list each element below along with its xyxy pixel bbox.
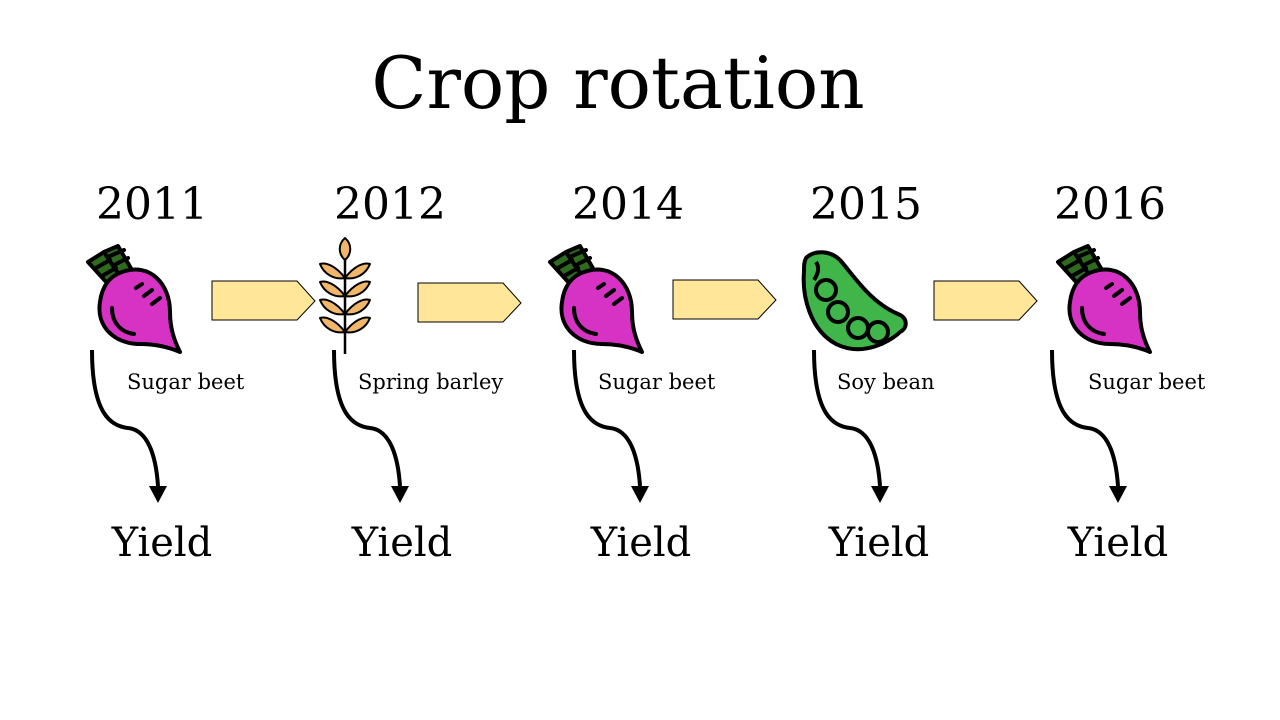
stage-2011: 2011 Sugar beet Yield [86,0,292,720]
beet-icon [540,236,660,356]
stage-year: 2014 [572,179,684,230]
stage-year: 2012 [334,179,446,230]
soybean-pod-icon [800,236,920,356]
crop-name: Sugar beet [1088,370,1206,394]
stage-2015: 2015 Soy bean Yield [801,0,1006,720]
yield-label: Yield [828,520,930,566]
crop-name: Sugar beet [127,370,245,394]
stage-year: 2016 [1054,179,1166,230]
rotation-arrow [672,279,778,321]
flow-arrow [88,346,178,506]
yield-label: Yield [590,520,692,566]
diagram-title: Crop rotation [371,41,865,125]
stage-year: 2011 [96,179,208,230]
yield-label: Yield [351,520,453,566]
beet-icon [1048,236,1168,356]
rotation-arrow [211,280,317,322]
flow-arrow [330,346,420,506]
stage-2014: 2014 Sugar beet Yield [548,0,768,720]
rotation-arrow [417,282,523,324]
flow-arrow [570,346,660,506]
rotation-arrow [933,280,1039,322]
yield-label: Yield [1067,520,1169,566]
flow-arrow [810,346,900,506]
stage-2016: 2016 Sugar beet Yield [1046,0,1246,720]
yield-label: Yield [111,520,213,566]
wheat-icon [308,236,428,356]
crop-name: Sugar beet [598,370,716,394]
crop-name: Spring barley [358,370,504,394]
stage-year: 2015 [810,179,922,230]
beet-icon [78,236,198,356]
flow-arrow [1048,346,1138,506]
crop-name: Soy bean [837,370,935,394]
stage-2012: 2012 Spring barley Yield [319,0,530,720]
